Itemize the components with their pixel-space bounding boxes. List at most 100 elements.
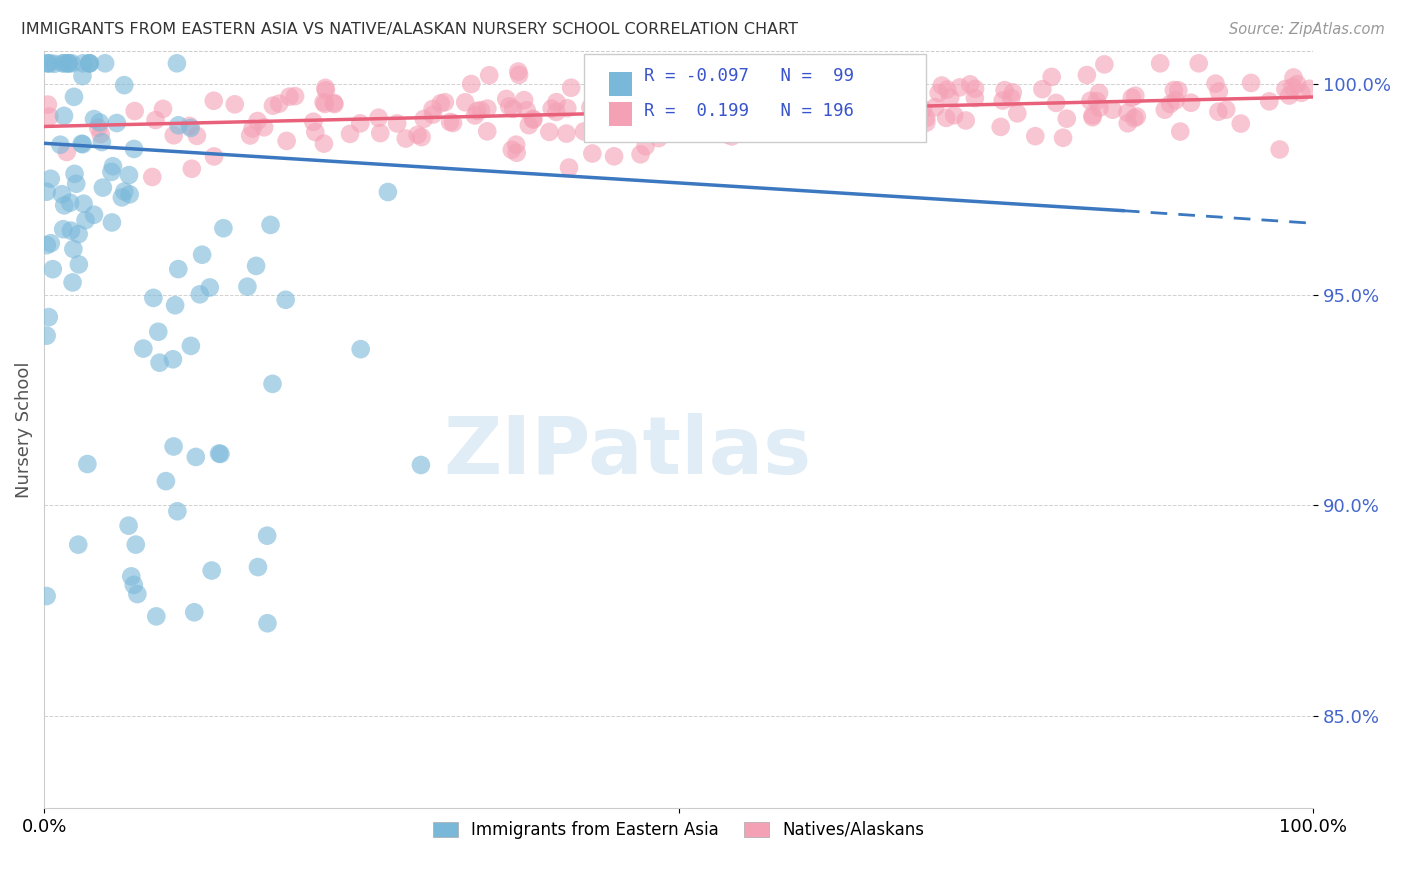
Point <box>508 64 530 78</box>
Point <box>202 149 225 163</box>
Point <box>1286 77 1309 91</box>
Point <box>517 118 540 132</box>
Point <box>145 609 167 624</box>
Point <box>83 112 105 126</box>
Point <box>253 120 276 135</box>
Point <box>498 99 520 113</box>
Point <box>162 352 184 367</box>
Point <box>860 93 883 107</box>
Point <box>558 161 581 175</box>
Point <box>422 102 444 116</box>
Point <box>696 92 718 106</box>
Point <box>163 128 186 143</box>
Point <box>758 102 780 116</box>
Point <box>224 97 246 112</box>
Point <box>101 215 124 229</box>
Point <box>112 78 135 92</box>
Point <box>166 56 188 70</box>
Point <box>35 589 58 603</box>
Point <box>603 149 626 163</box>
Point <box>1088 86 1111 100</box>
Point <box>1205 77 1227 91</box>
Point <box>990 120 1012 134</box>
Point <box>478 68 501 82</box>
Point <box>278 89 301 103</box>
Point <box>67 257 90 271</box>
FancyBboxPatch shape <box>583 54 927 142</box>
Point <box>72 196 94 211</box>
Point <box>868 110 890 124</box>
Point <box>315 83 337 97</box>
Point <box>87 120 110 135</box>
Point <box>703 102 725 116</box>
Point <box>122 142 145 156</box>
Point <box>652 80 675 95</box>
Point <box>1088 101 1111 115</box>
Point <box>1081 110 1104 124</box>
Point <box>647 131 669 145</box>
Point <box>367 111 389 125</box>
Point <box>1281 80 1303 95</box>
Point <box>90 127 112 141</box>
Point <box>555 101 578 115</box>
Point <box>56 145 79 159</box>
Point <box>1024 129 1046 144</box>
Point <box>165 298 187 312</box>
Point <box>63 90 86 104</box>
Point <box>262 98 284 112</box>
Point <box>198 280 221 294</box>
Point <box>1040 70 1063 84</box>
Point <box>63 167 86 181</box>
Point <box>62 242 84 256</box>
Point <box>959 78 981 92</box>
Text: Source: ZipAtlas.com: Source: ZipAtlas.com <box>1229 22 1385 37</box>
Point <box>411 130 433 145</box>
Point <box>464 108 486 122</box>
Point <box>236 279 259 293</box>
Y-axis label: Nursery School: Nursery School <box>15 361 32 498</box>
Point <box>90 135 112 149</box>
Point <box>465 103 488 118</box>
Point <box>91 180 114 194</box>
Point <box>560 80 582 95</box>
Point <box>52 56 75 70</box>
Point <box>502 102 524 116</box>
Point <box>1278 88 1301 103</box>
Point <box>581 146 603 161</box>
Point <box>259 218 281 232</box>
Point <box>65 177 87 191</box>
Point <box>796 125 818 139</box>
Point <box>72 69 94 83</box>
Point <box>620 92 643 106</box>
Point <box>142 291 165 305</box>
Point <box>733 71 755 86</box>
Point <box>783 109 806 123</box>
Point <box>900 110 922 124</box>
Point <box>963 91 986 105</box>
Point <box>689 118 711 132</box>
Point <box>1188 56 1211 70</box>
Point <box>495 92 517 106</box>
Point <box>1085 94 1108 108</box>
Point <box>77 56 100 70</box>
Point <box>180 339 202 353</box>
Point <box>1167 83 1189 97</box>
Point <box>894 75 917 89</box>
Point <box>368 126 391 140</box>
Point <box>470 103 492 118</box>
Point <box>39 236 62 251</box>
Point <box>101 159 124 173</box>
Point <box>94 56 117 70</box>
Point <box>39 171 62 186</box>
Point <box>1052 130 1074 145</box>
Point <box>965 82 987 96</box>
Point <box>915 111 938 125</box>
Point <box>186 128 208 143</box>
Point <box>807 104 830 119</box>
Point <box>167 262 190 277</box>
Point <box>35 328 58 343</box>
Point <box>256 616 278 631</box>
Point <box>718 83 741 97</box>
Point <box>939 91 962 105</box>
Point <box>672 105 695 120</box>
